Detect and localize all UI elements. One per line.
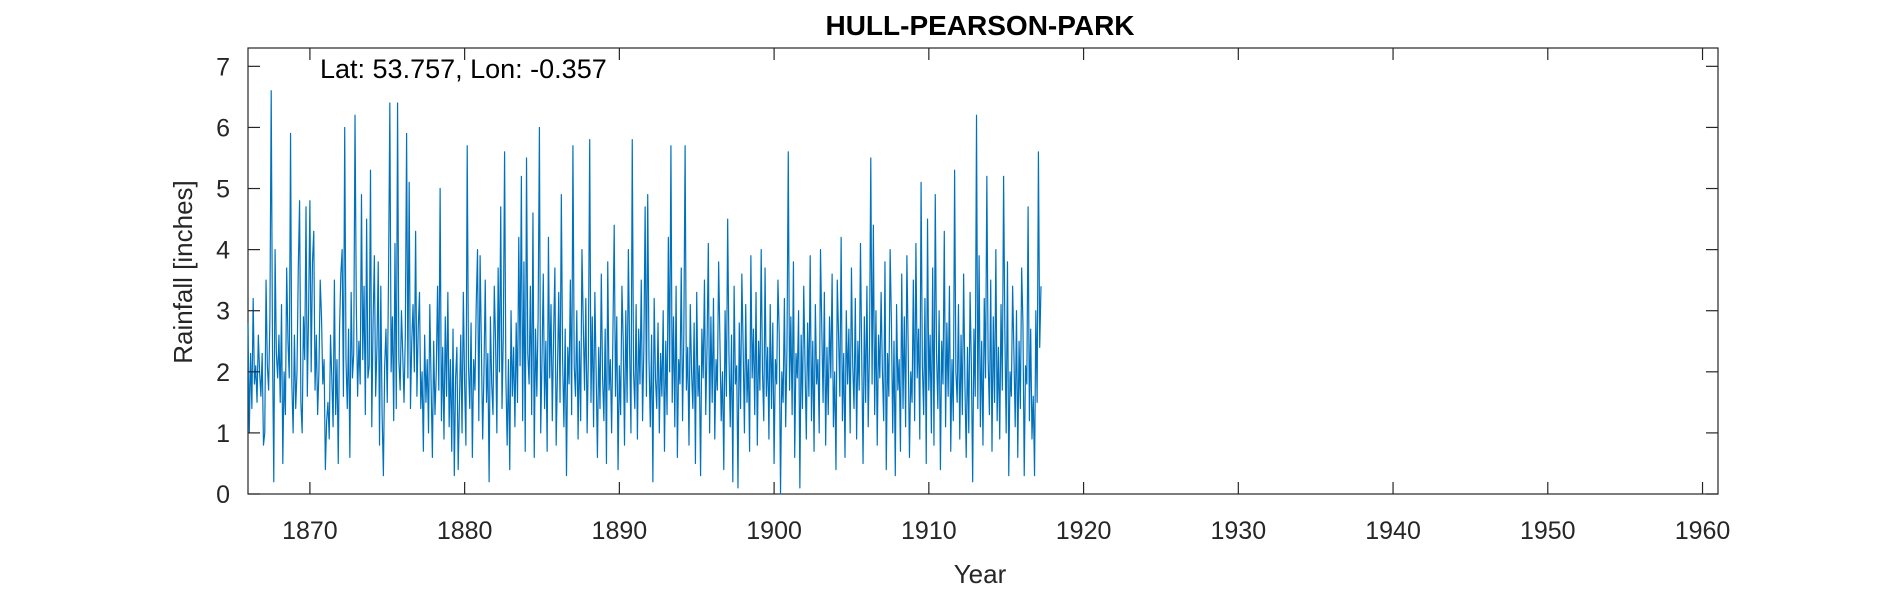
location-annotation: Lat: 53.757, Lon: -0.357 [320, 54, 607, 84]
y-tick-label: 6 [216, 114, 230, 142]
chart-title: HULL-PEARSON-PARK [825, 10, 1134, 41]
y-tick-label: 7 [216, 53, 230, 81]
y-tick-label: 0 [216, 481, 230, 509]
y-tick-label: 4 [216, 237, 230, 265]
axes-box [247, 47, 1719, 495]
x-tick-label: 1910 [901, 517, 957, 545]
x-tick-label: 1870 [282, 517, 338, 545]
rainfall-series-line [247, 90, 1042, 495]
x-tick-label: 1940 [1365, 517, 1421, 545]
y-axis-label: Rainfall [inches] [168, 180, 198, 364]
x-tick-label: 1880 [437, 517, 493, 545]
x-tick-label: 1930 [1211, 517, 1267, 545]
x-tick-label: 1890 [592, 517, 648, 545]
y-tick-label: 2 [216, 359, 230, 387]
y-tick-label: 5 [216, 176, 230, 204]
x-tick-label: 1900 [746, 517, 802, 545]
plot-area: 1870 1880 1890 1900 1910 1920 1930 1940 1950 1960… [216, 47, 1731, 545]
y-tick-label: 1 [216, 420, 230, 448]
x-tick-label: 1950 [1520, 517, 1576, 545]
y-tick-label: 3 [216, 298, 230, 326]
x-tick-label: 1960 [1675, 517, 1731, 545]
x-axis-label: Year [954, 559, 1007, 589]
x-tick-label: 1920 [1056, 517, 1112, 545]
